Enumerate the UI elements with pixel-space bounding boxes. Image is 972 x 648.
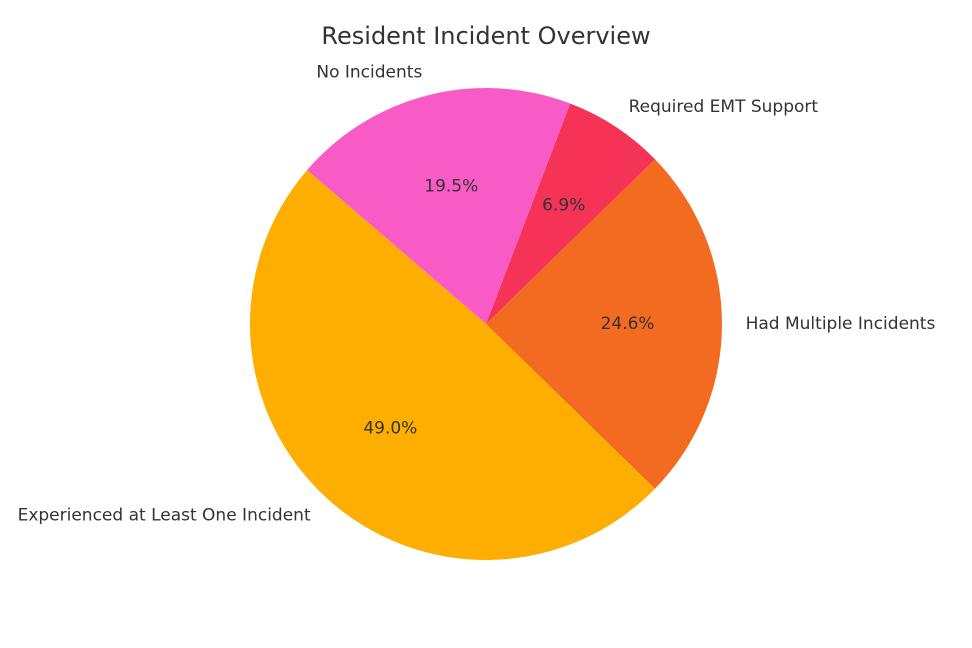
slice-category-label: No Incidents: [316, 62, 422, 82]
slice-category-label: Experienced at Least One Incident: [18, 505, 311, 525]
percent-labels: 24.6% 6.9% 19.5% 49.0%: [363, 177, 654, 439]
pie-slice: [486, 159, 722, 489]
slice-percent-label: 19.5%: [424, 177, 478, 197]
pie-slice: [249, 170, 655, 561]
chart-title: Resident Incident Overview: [321, 22, 650, 50]
pie-slice: [486, 103, 656, 324]
slice-percent-label: 24.6%: [601, 314, 655, 334]
category-labels: Had Multiple Incidents Required EMT Suppo…: [18, 62, 936, 525]
pie-slice: [307, 87, 571, 324]
slice-category-label: Required EMT Support: [629, 97, 819, 117]
slice-category-label: Had Multiple Incidents: [746, 314, 936, 334]
pie-slices: [249, 87, 722, 561]
slice-percent-label: 49.0%: [363, 418, 417, 438]
slice-percent-label: 6.9%: [542, 196, 585, 216]
